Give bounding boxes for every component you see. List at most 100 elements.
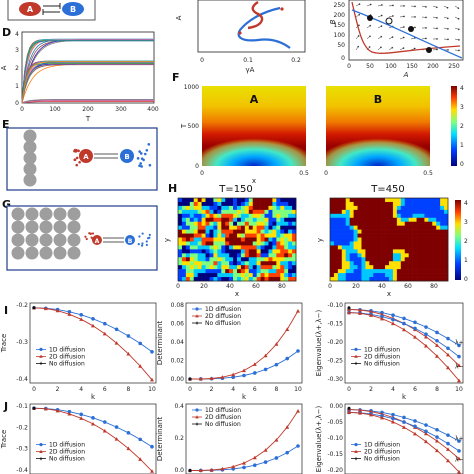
svg-text:λ−: λ− xyxy=(455,364,464,371)
svg-text:0: 0 xyxy=(464,276,468,283)
svg-text:0: 0 xyxy=(32,386,36,393)
svg-text:-0.10: -0.10 xyxy=(327,435,343,442)
svg-text:0.00: 0.00 xyxy=(171,376,185,383)
svg-text:0: 0 xyxy=(188,386,192,393)
svg-text:-0.30: -0.30 xyxy=(327,376,343,383)
time-series-lines xyxy=(21,38,154,104)
svg-text:2: 2 xyxy=(56,386,60,393)
svg-text:4: 4 xyxy=(460,85,464,92)
node-a xyxy=(19,2,41,16)
svg-text:4: 4 xyxy=(391,386,395,393)
svg-text:k: k xyxy=(91,393,96,401)
svg-text:2D diffusion: 2D diffusion xyxy=(364,353,400,360)
kymograph-panel: A B T 1000 500 0 0 0.5 0 0.5 x 0 1 2 3 4 xyxy=(180,84,464,185)
svg-text:-0.4: -0.4 xyxy=(16,467,28,474)
svg-text:8: 8 xyxy=(126,386,130,393)
panel-label-d: D xyxy=(2,26,11,39)
svg-text:No diffusion: No diffusion xyxy=(205,421,241,428)
svg-text:60: 60 xyxy=(252,283,260,290)
svg-text:20: 20 xyxy=(200,283,208,290)
svg-text:4: 4 xyxy=(464,200,468,207)
svg-text:0: 0 xyxy=(341,55,345,62)
svg-text:No diffusion: No diffusion xyxy=(205,320,241,327)
svg-text:50: 50 xyxy=(337,42,345,49)
svg-text:No diffusion: No diffusion xyxy=(49,456,85,463)
svg-text:50: 50 xyxy=(366,63,374,70)
svg-text:20: 20 xyxy=(352,283,360,290)
svg-text:-0.05: -0.05 xyxy=(327,419,343,426)
svg-text:10: 10 xyxy=(455,386,463,393)
svg-text:1D diffusion: 1D diffusion xyxy=(205,306,241,313)
svg-text:B: B xyxy=(124,153,129,161)
svg-text:T=450: T=450 xyxy=(370,184,405,195)
svg-text:100: 100 xyxy=(385,63,397,70)
stable-branch xyxy=(237,6,291,49)
svg-text:2: 2 xyxy=(210,386,214,393)
svg-text:500: 500 xyxy=(188,123,200,130)
svg-text:1: 1 xyxy=(460,142,464,149)
svg-text:6: 6 xyxy=(103,386,107,393)
svg-text:2: 2 xyxy=(460,123,464,130)
svg-text:2: 2 xyxy=(464,238,468,245)
svg-text:1D diffusion: 1D diffusion xyxy=(49,346,85,353)
nullcline-xlabel: A xyxy=(403,71,409,79)
svg-text:k: k xyxy=(242,393,247,401)
kymograph-b: B xyxy=(326,86,430,166)
node-a-label: A xyxy=(27,5,34,14)
svg-text:0: 0 xyxy=(200,170,204,177)
svg-text:A: A xyxy=(250,93,259,106)
node-b xyxy=(62,2,84,16)
svg-text:λ+: λ+ xyxy=(455,435,464,442)
node-b-label: B xyxy=(70,5,76,14)
svg-text:1D diffusion: 1D diffusion xyxy=(364,442,400,449)
unstable-branch xyxy=(247,1,264,30)
svg-text:B: B xyxy=(374,93,382,106)
svg-text:-0.2: -0.2 xyxy=(16,302,28,309)
svg-text:8: 8 xyxy=(274,386,278,393)
svg-text:0: 0 xyxy=(347,63,351,70)
svg-text:y: y xyxy=(316,238,324,242)
svg-text:10: 10 xyxy=(148,386,156,393)
svg-text:250: 250 xyxy=(334,2,346,9)
svg-text:3: 3 xyxy=(15,47,19,54)
pattern-t150 xyxy=(178,198,297,282)
svg-text:2D diffusion: 2D diffusion xyxy=(49,353,85,360)
svg-text:0.02: 0.02 xyxy=(171,358,185,365)
svg-text:10: 10 xyxy=(294,386,302,393)
panel-label-j: J xyxy=(3,400,8,413)
svg-text:-0.3: -0.3 xyxy=(16,446,28,453)
time-series-panel: A 0 1 2 3 4 0 100 200 300 400 T xyxy=(0,31,159,123)
svg-text:-0.2: -0.2 xyxy=(16,424,28,431)
svg-text:A: A xyxy=(95,238,100,245)
svg-text:3: 3 xyxy=(464,219,468,226)
svg-text:0: 0 xyxy=(15,100,19,107)
nullcline-panel: B 250 200 150 100 50 0 0 50 100 150 200 … xyxy=(329,0,464,79)
svg-text:150: 150 xyxy=(334,22,346,29)
svg-text:A: A xyxy=(83,153,89,161)
spatial-pattern-panel: T=150 T=450 y y 0 20 40 60 80 x 0 20 40 … xyxy=(163,184,468,298)
panel-d-ylabel: A xyxy=(0,65,8,70)
1d-cell-schematic: A B xyxy=(6,127,158,191)
svg-text:-0.20: -0.20 xyxy=(327,339,343,346)
svg-text:100: 100 xyxy=(49,106,61,113)
pattern-colorbar xyxy=(455,200,461,280)
svg-text:300: 300 xyxy=(115,106,127,113)
svg-text:-0.4: -0.4 xyxy=(16,376,28,383)
svg-text:Trace: Trace xyxy=(0,430,8,450)
nullcline-a xyxy=(351,1,461,54)
svg-text:0.06: 0.06 xyxy=(171,321,185,328)
panel-label-i: I xyxy=(4,304,8,317)
svg-text:100: 100 xyxy=(334,32,346,39)
svg-text:40: 40 xyxy=(226,283,234,290)
svg-text:1D diffusion: 1D diffusion xyxy=(364,346,400,353)
panel-label-e: E xyxy=(2,118,10,131)
svg-text:No diffusion: No diffusion xyxy=(364,360,400,367)
svg-text:2D diffusion: 2D diffusion xyxy=(364,449,400,456)
svg-text:2D diffusion: 2D diffusion xyxy=(205,414,241,421)
svg-text:0.08: 0.08 xyxy=(171,302,185,309)
panel-d-xlabel: T xyxy=(85,115,91,123)
svg-text:0.4: 0.4 xyxy=(174,403,184,410)
